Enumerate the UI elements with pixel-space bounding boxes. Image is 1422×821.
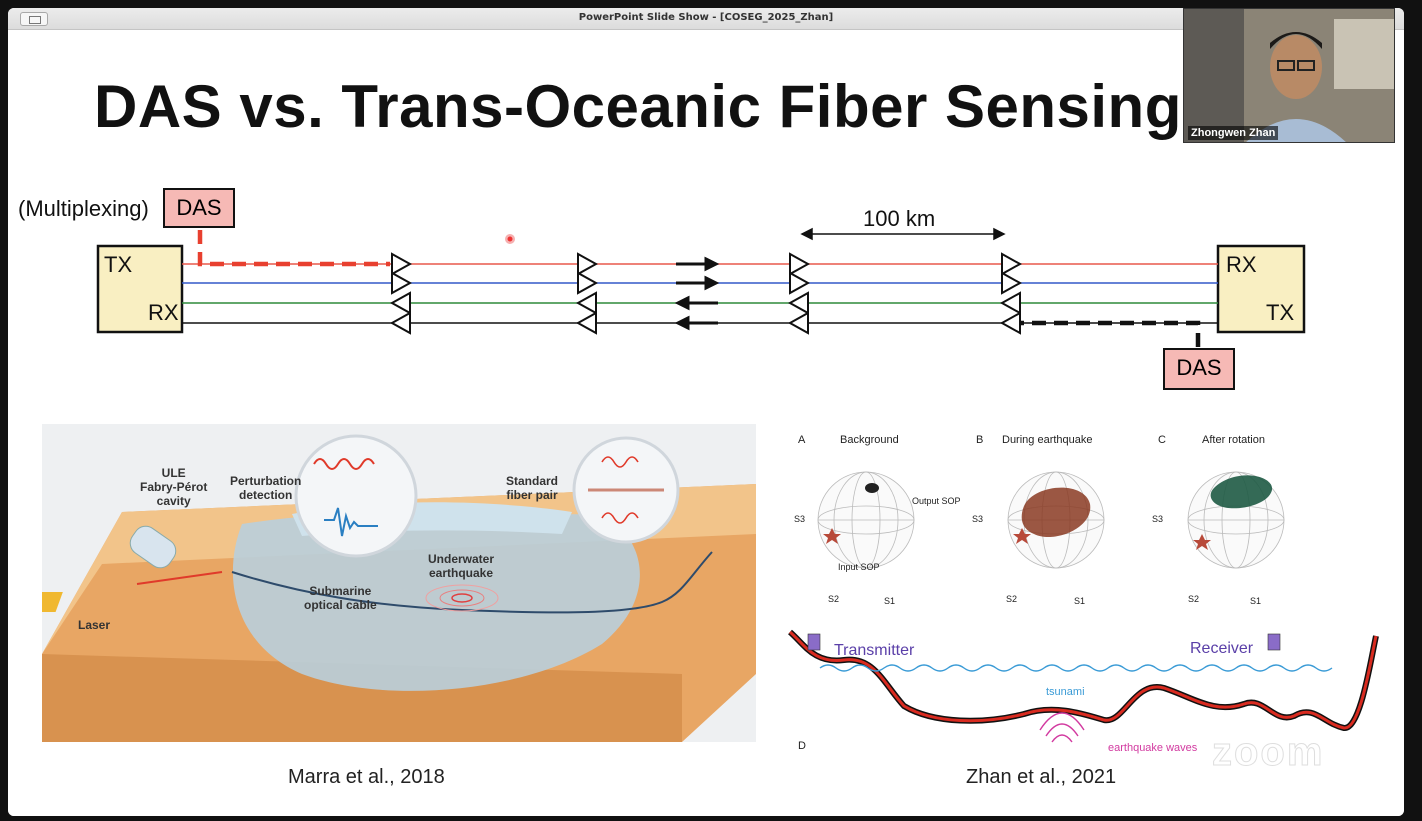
panel-c-letter: C	[1158, 434, 1166, 446]
axis-s3-c: S3	[1152, 514, 1164, 524]
laser-label: Laser	[78, 618, 111, 632]
amplifier-group-3	[787, 252, 811, 335]
multiplexing-label: (Multiplexing)	[18, 196, 149, 221]
right-terminal-tx: TX	[1266, 300, 1295, 325]
receiver-label: Receiver	[1190, 640, 1254, 657]
marra-caption: Marra et al., 2018	[288, 766, 445, 788]
slide-title: DAS vs. Trans-Oceanic Fiber Sensing	[94, 73, 1182, 140]
axis-s2-b: S2	[1006, 594, 1018, 604]
sop-spheres-and-profile	[787, 471, 1379, 743]
axis-s3-b: S3	[972, 514, 984, 524]
earthquake-waves-label: earthquake waves	[1108, 742, 1198, 754]
amplifier-group-4	[999, 252, 1023, 335]
panel-d-letter: D	[798, 740, 806, 752]
webcam-thumbnail[interactable]: Zhongwen Zhan	[1183, 8, 1395, 143]
axis-s1-a: S1	[884, 596, 896, 606]
left-terminal-tx: TX	[104, 252, 133, 277]
output-sop-label: Output SOP	[912, 496, 961, 506]
title-bar: PowerPoint Slide Show - [COSEG_2025_Zhan…	[8, 8, 1404, 30]
window-title: PowerPoint Slide Show - [COSEG_2025_Zhan…	[578, 12, 834, 23]
amplifier-group-2	[575, 252, 599, 335]
panel-c-title: After rotation	[1202, 434, 1265, 446]
fiber-link-diagram	[96, 227, 1306, 350]
standard-pair-label: Standard fiber pair	[506, 474, 559, 502]
axis-s1-b: S1	[1074, 596, 1086, 606]
right-terminal-box	[1216, 244, 1306, 334]
distance-label: 100 km	[863, 206, 936, 231]
panel-b-title: During earthquake	[1002, 434, 1093, 446]
cable-label: Submarine optical cable	[304, 584, 377, 612]
underwater-label: Underwater earthquake	[428, 552, 495, 580]
panel-a-title: Background	[840, 434, 899, 446]
amplifier-group-1	[389, 252, 413, 335]
axis-s1-c: S1	[1250, 596, 1262, 606]
span-arrow	[800, 227, 1006, 241]
seafloor-illustration	[42, 434, 756, 742]
slide: DAS vs. Trans-Oceanic Fiber Sensing	[8, 30, 1404, 816]
perturbation-label: Perturbation detection	[230, 474, 302, 502]
left-terminal-box	[96, 244, 184, 334]
right-terminal-rx: RX	[1226, 252, 1257, 277]
axis-s3-a: S3	[794, 514, 806, 524]
tsunami-label: tsunami	[1046, 686, 1085, 698]
zhan-caption: Zhan et al., 2021	[966, 766, 1117, 788]
das-dashed-link-red	[197, 230, 390, 267]
zoom-watermark: zoom	[1211, 730, 1325, 775]
sphere-a	[817, 471, 915, 569]
ule-cavity-label: ULE Fabry-Pérot cavity	[140, 466, 208, 508]
das-dashed-link-black	[1010, 320, 1201, 350]
slideshow-window: PowerPoint Slide Show - [COSEG_2025_Zhan…	[8, 8, 1404, 816]
das-box-left: DAS	[163, 188, 235, 228]
axis-s2-a: S2	[828, 594, 840, 604]
das-box-right: DAS	[1163, 348, 1235, 390]
sea-surface	[819, 664, 1333, 672]
axis-s2-c: S2	[1188, 594, 1200, 604]
speaker-video	[1184, 9, 1394, 142]
panel-b-letter: B	[976, 434, 984, 446]
window-control-button[interactable]	[20, 12, 48, 26]
panel-a-letter: A	[798, 434, 806, 446]
direction-arrows	[674, 256, 720, 331]
zhan-figure: A Background B During earthquake C After…	[784, 424, 1388, 754]
left-terminal-rx: RX	[148, 300, 179, 325]
marra-illustration: ULE Fabry-Pérot cavity Perturbation dete…	[42, 424, 756, 742]
transmitter-label: Transmitter	[834, 642, 915, 659]
participant-name: Zhongwen Zhan	[1188, 126, 1279, 140]
input-sop-label: Input SOP	[838, 562, 880, 572]
